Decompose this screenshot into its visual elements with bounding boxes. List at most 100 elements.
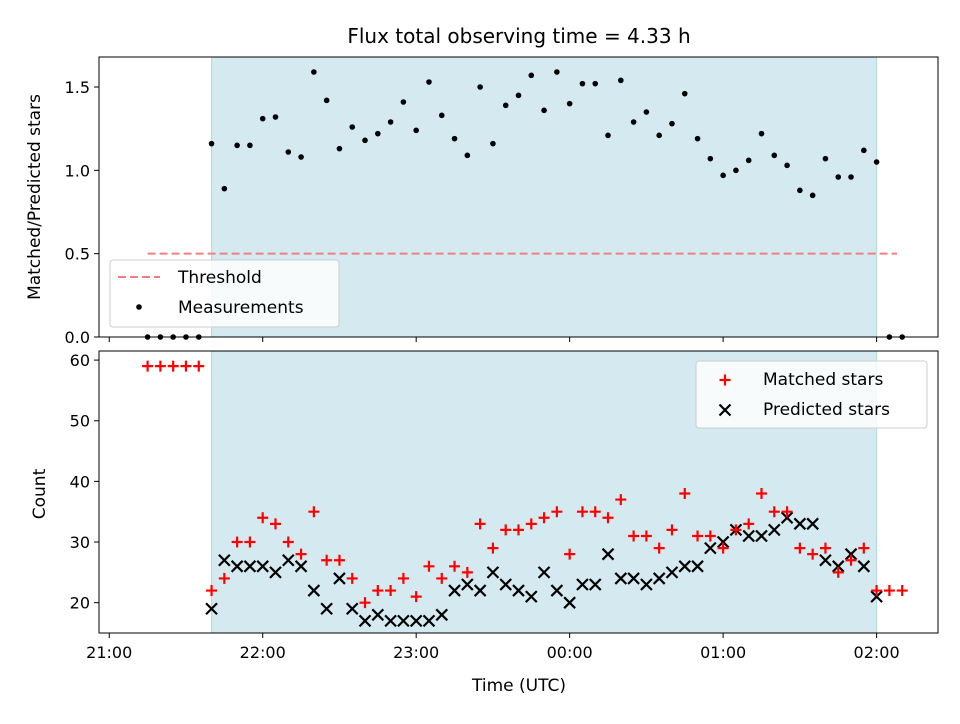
measurement-point <box>669 120 675 127</box>
measurement-point <box>362 137 368 144</box>
measurement-point <box>400 99 407 105</box>
predicted-star-point <box>665 566 679 579</box>
predicted-star-point <box>704 541 717 555</box>
predicted-star-point <box>307 584 321 597</box>
measurement-point <box>848 174 854 180</box>
matched-star-point <box>615 494 627 506</box>
measurement-point <box>630 119 637 125</box>
measurement-point <box>554 69 560 75</box>
predicted-star-point <box>716 535 730 549</box>
matched-star-point <box>487 542 499 554</box>
measurement-point <box>349 124 356 130</box>
measurement-point <box>438 112 445 119</box>
legend-predicted-swatch <box>718 403 732 417</box>
matched-star-point <box>449 560 461 572</box>
measurement-point <box>426 79 432 85</box>
x-tick-label: 00:00 <box>547 643 593 662</box>
matched-star-point <box>602 512 614 524</box>
predicted-star-point <box>870 590 883 603</box>
matched-star-point <box>282 536 294 548</box>
predicted-star-point <box>358 614 372 628</box>
top-legend: Threshold Measurements <box>109 259 340 328</box>
predicted-star-point <box>691 560 704 573</box>
measurement-point <box>784 162 790 169</box>
measurement-point <box>656 132 662 139</box>
top-legend-box <box>109 259 340 328</box>
matched-star-point <box>538 512 550 524</box>
matched-star-point <box>576 506 588 518</box>
measurement-point <box>515 92 522 99</box>
predicted-star-point <box>269 566 282 579</box>
predicted-star-point <box>588 578 602 591</box>
matched-star-point <box>436 572 448 584</box>
bottom-y-tick-label: 30 <box>70 533 90 552</box>
measurement-point <box>758 130 765 137</box>
measurement-point <box>835 174 842 180</box>
measurement-point <box>528 72 535 79</box>
measurement-point <box>502 102 509 109</box>
measurement-point <box>477 84 483 90</box>
matched-star-point <box>717 542 729 554</box>
matched-star-point <box>551 506 563 518</box>
measurement-point <box>579 80 586 87</box>
matched-star-point <box>692 530 704 542</box>
predicted-star-point <box>831 560 845 573</box>
top-panel: 0.0 0.5 1.0 1.5 Threshold Measurements <box>65 56 939 347</box>
matched-star-point <box>794 542 806 554</box>
x-tick-label: 22:00 <box>240 643 286 662</box>
predicted-star-point <box>294 560 308 573</box>
top-y-tick-label: 0.5 <box>65 245 90 264</box>
measurement-point <box>861 147 867 154</box>
matched-star-point <box>372 585 384 597</box>
predicted-star-point <box>742 529 755 543</box>
predicted-star-point <box>448 584 461 597</box>
predicted-star-point <box>435 608 449 622</box>
measurement-point <box>707 155 714 162</box>
matched-star-point <box>359 597 371 609</box>
measurement-point <box>234 142 240 149</box>
bottom-y-tick-label: 50 <box>70 412 90 431</box>
measurement-point <box>208 140 215 147</box>
predicted-star-point <box>793 517 807 531</box>
matched-star-point <box>704 530 716 542</box>
measurement-point <box>541 107 547 114</box>
x-tick-label: 21:00 <box>86 643 132 662</box>
top-y-axis-label: Matched/Predicted stars <box>25 94 45 300</box>
matched-star-point <box>845 554 857 566</box>
measurement-point <box>720 172 726 179</box>
matched-star-point <box>385 585 397 597</box>
predicted-star-point <box>576 578 589 591</box>
measurement-point <box>464 152 471 159</box>
matched-star-point <box>180 360 192 372</box>
measurement-point <box>323 97 330 104</box>
matched-star-point <box>743 518 755 530</box>
matched-star-point <box>346 572 358 584</box>
matched-star-point <box>244 536 256 548</box>
predicted-star-point <box>678 560 692 573</box>
legend-predicted-label: Predicted stars <box>763 400 890 420</box>
bottom-y-tick-label: 60 <box>70 351 90 370</box>
top-frame <box>98 56 939 338</box>
predicted-star-point <box>256 560 269 573</box>
bottom-y-tick-label: 40 <box>70 472 90 491</box>
measurement-point <box>745 157 752 164</box>
predicted-star-point <box>320 602 333 616</box>
matched-star-point <box>321 554 333 566</box>
measurement-point <box>694 135 701 142</box>
measurement-point <box>311 69 317 75</box>
chart-title: Flux total observing time = 4.33 h <box>347 24 690 48</box>
predicted-star-point <box>819 553 832 567</box>
x-axis-label: Time (UTC) <box>471 676 566 696</box>
matched-star-point <box>333 554 345 566</box>
matched-star-point <box>819 542 831 554</box>
top-y-tick-label: 0.0 <box>65 328 90 347</box>
matched-star-point <box>858 542 870 554</box>
legend-measurements-swatch <box>136 304 142 310</box>
predicted-star-point <box>345 602 359 616</box>
measurement-point <box>336 145 343 152</box>
matched-star-point <box>206 585 218 597</box>
matched-star-point <box>666 524 678 536</box>
predicted-star-point <box>371 608 385 622</box>
matched-star-point <box>461 566 473 578</box>
